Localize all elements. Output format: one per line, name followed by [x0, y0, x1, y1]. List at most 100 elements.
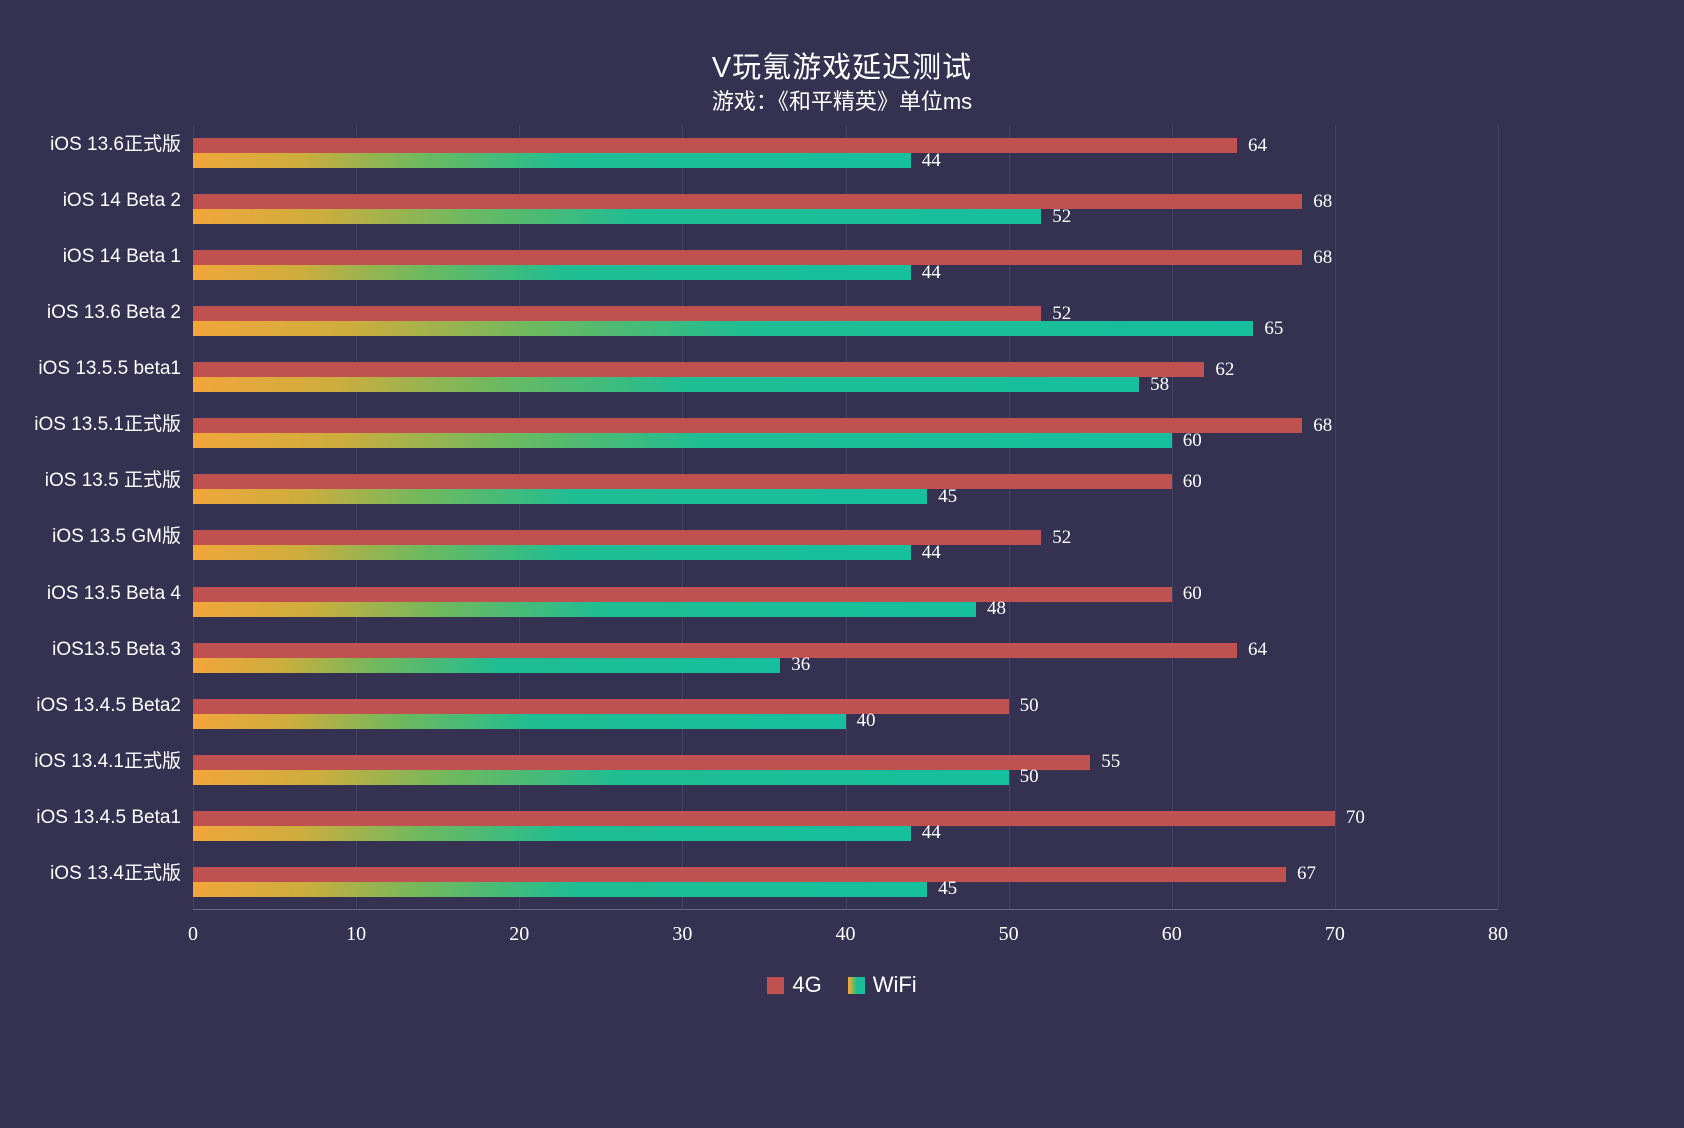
bar-value-label: 44	[921, 822, 941, 844]
x-axis-tick-label: 40	[835, 923, 856, 945]
category-row: iOS 13.4.5 Beta2 50 40	[36, 686, 1498, 742]
gridline	[1334, 125, 1336, 909]
bar-pair: 68 60	[193, 415, 1498, 451]
bar-value-label: 45	[938, 878, 958, 900]
bar-line: 52	[193, 206, 1498, 227]
bar-line: 60	[193, 471, 1498, 492]
bar-line: 60	[193, 583, 1498, 604]
bar-line: 64	[193, 639, 1498, 660]
bar-line: 64	[193, 135, 1498, 156]
bar-line: 68	[193, 415, 1498, 436]
bar-wifi	[193, 657, 781, 673]
legend-item-wifi: WiFi	[847, 972, 917, 998]
bar-line: 62	[193, 359, 1498, 380]
category-row: iOS13.5 Beta 3 64 36	[52, 630, 1498, 686]
bar-line: 70	[193, 807, 1498, 828]
bar-4g	[193, 586, 1172, 602]
bar-pair: 68 52	[193, 191, 1498, 227]
bar-pair: 62 58	[193, 359, 1498, 395]
bar-line: 52	[193, 303, 1498, 324]
bar-line: 36	[193, 654, 1498, 675]
bar-value-label: 44	[921, 149, 941, 171]
bar-line: 40	[193, 710, 1498, 731]
bar-line: 45	[193, 486, 1498, 507]
category-label: iOS 13.4.5 Beta1	[36, 806, 181, 828]
bar-4g	[193, 250, 1303, 266]
bar-4g	[193, 418, 1303, 434]
bar-wifi	[193, 769, 1009, 785]
bar-wifi	[193, 825, 911, 841]
bar-pair: 68 44	[193, 247, 1498, 283]
bar-wifi	[193, 433, 1172, 449]
x-axis-tick-label: 10	[346, 923, 367, 945]
bar-line: 68	[193, 247, 1498, 268]
bar-value-label: 64	[1248, 134, 1267, 156]
x-axis-tick-label: 0	[188, 923, 198, 945]
bar-value-label: 60	[1182, 429, 1202, 451]
category-row: iOS 13.6正式版 64 44	[50, 125, 1498, 181]
x-axis-tick-label: 30	[672, 923, 693, 945]
chart-subtitle: 游戏：《和平精英》单位ms	[711, 89, 973, 114]
category-row: iOS 13.5 正式版 60 45	[45, 461, 1498, 517]
bar-value-label: 45	[938, 485, 958, 507]
bar-pair: 50 40	[193, 695, 1498, 731]
category-row: iOS 13.5 GM版 52 44	[52, 517, 1498, 573]
bar-value-label: 48	[987, 598, 1006, 619]
bar-pair: 52 65	[193, 303, 1498, 339]
bar-line: 65	[193, 318, 1498, 339]
category-row: iOS 13.5 Beta 4 60 48	[47, 574, 1498, 630]
category-label: iOS 13.5 Beta 4	[46, 582, 181, 604]
legend-swatch-4g	[767, 976, 785, 994]
gridline	[1171, 125, 1173, 909]
x-axis-tick-label: 50	[998, 923, 1019, 945]
category-row: iOS 14 Beta 1 68 44	[63, 237, 1498, 293]
bar-value-label: 50	[1019, 695, 1039, 717]
bar-value-label: 52	[1052, 526, 1072, 548]
category-row: iOS 13.5.1正式版 68 60	[34, 405, 1498, 461]
x-axis-tick-label: 20	[509, 923, 530, 945]
bar-value-label: 62	[1215, 358, 1235, 380]
bar-value-label: 68	[1313, 414, 1333, 436]
bar-value-label: 44	[921, 541, 941, 563]
category-label: iOS 13.5 正式版	[44, 470, 181, 492]
category-label: iOS 13.4正式版	[50, 862, 181, 884]
bar-line: 60	[193, 430, 1498, 451]
bar-wifi	[193, 489, 928, 505]
bar-value-label: 40	[856, 710, 876, 732]
bar-pair: 55 50	[193, 751, 1498, 787]
category-row: iOS 13.4.1正式版 55 50	[34, 742, 1498, 798]
bar-wifi	[193, 153, 911, 168]
bar-4g	[193, 698, 1009, 714]
bar-wifi	[193, 545, 911, 561]
bar-value-label: 60	[1182, 583, 1202, 604]
bar-pair: 64 44	[193, 135, 1498, 171]
bar-line: 44	[193, 542, 1498, 563]
bar-line: 67	[193, 863, 1498, 884]
bar-value-label: 64	[1248, 639, 1267, 661]
legend-swatch-wifi	[847, 976, 865, 994]
x-axis-tick-label: 60	[1161, 923, 1182, 945]
bar-line: 48	[193, 598, 1498, 619]
category-row: iOS 13.5.5 beta1 62 58	[38, 349, 1498, 405]
bar-4g	[193, 194, 1303, 210]
bar-value-label: 68	[1313, 190, 1333, 212]
bar-line: 68	[193, 191, 1498, 212]
bar-line: 44	[193, 262, 1498, 283]
gridline	[1498, 125, 1499, 909]
category-row: iOS 13.6 Beta 2 52 65	[47, 293, 1498, 349]
category-label: iOS 13.6 Beta 2	[46, 302, 181, 324]
category-label: iOS 13.4.5 Beta2	[36, 694, 181, 716]
bar-wifi	[193, 321, 1254, 337]
bar-value-label: 68	[1313, 246, 1333, 268]
bar-line: 58	[193, 374, 1498, 395]
bar-value-label: 52	[1052, 302, 1072, 324]
category-label: iOS 13.5.1正式版	[34, 414, 181, 436]
category-row: iOS 13.4正式版 67 45	[50, 854, 1498, 910]
bar-wifi	[193, 601, 976, 617]
bar-line: 45	[193, 878, 1498, 899]
bar-pair: 52 44	[193, 526, 1498, 563]
bar-line: 55	[193, 751, 1498, 772]
bar-value-label: 58	[1150, 373, 1170, 395]
gridline	[193, 125, 194, 909]
